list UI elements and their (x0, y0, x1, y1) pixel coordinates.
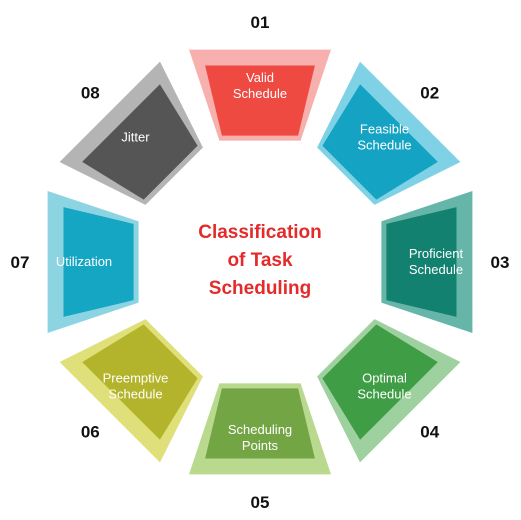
segment-number: 08 (81, 83, 100, 102)
segment-number: 03 (491, 253, 510, 272)
segment-number: 02 (420, 83, 439, 102)
center-title-line-1: Classification (198, 222, 322, 243)
center-title-line-3: Scheduling (209, 278, 311, 299)
center-title: Classification of Task Scheduling (198, 222, 322, 299)
segment-number: 07 (11, 253, 30, 272)
segment-06-preemptive: Preemptive Schedule 06 (59, 319, 203, 463)
segment-03-proficient: Proficient Schedule 03 (381, 191, 509, 333)
segment-label: Proficient Schedule (409, 246, 464, 277)
segment-label: Jitter (121, 130, 150, 145)
segment-label: Utilization (56, 254, 112, 269)
segment-label: Preemptive Schedule (103, 371, 169, 402)
segment-body (205, 65, 315, 136)
segment-label: Optimal Schedule (357, 371, 411, 402)
segment-body (82, 84, 198, 200)
segment-01-valid: Valid Schedule 01 (189, 13, 331, 141)
segment-04-optimal: Optimal Schedule 04 (317, 319, 461, 463)
segment-body (322, 324, 438, 440)
segment-body (82, 324, 198, 440)
segment-02-feasible: Feasible Schedule 02 (317, 61, 461, 205)
segment-label: Valid Schedule (233, 70, 287, 101)
segment-label: Scheduling Points (228, 422, 292, 453)
segment-number: 04 (420, 423, 439, 442)
segment-body (386, 207, 457, 317)
segment-05-scheduling-points: Scheduling Points 05 (189, 383, 331, 512)
segment-number: 01 (251, 13, 270, 32)
segment-body (205, 388, 315, 459)
segment-label: Feasible Schedule (357, 122, 411, 153)
segment-body (322, 84, 438, 200)
segment-08-jitter: Jitter 08 (59, 61, 203, 205)
segment-body (63, 207, 134, 317)
segment-07-utilization: Utilization 07 (11, 191, 139, 333)
center-title-line-2: of Task (227, 250, 293, 271)
segment-number: 06 (81, 423, 100, 442)
segment-number: 05 (251, 493, 270, 512)
